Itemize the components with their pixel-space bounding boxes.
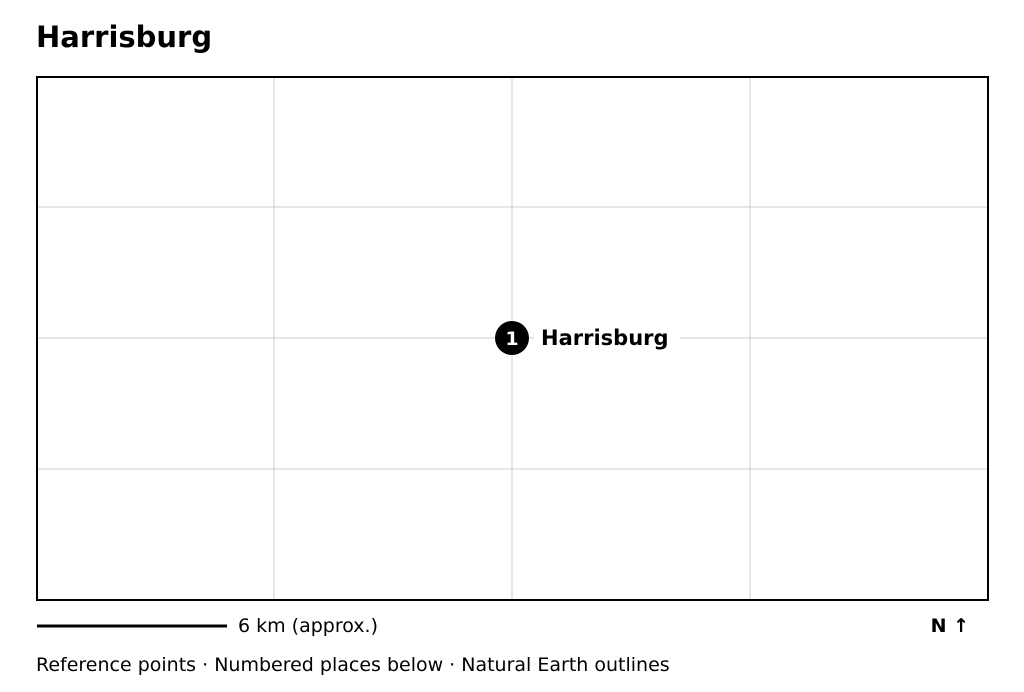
marker-number: 1 bbox=[505, 328, 518, 350]
label-halo bbox=[534, 324, 680, 352]
north-arrow: N ↑ bbox=[931, 615, 969, 637]
map-title: Harrisburg bbox=[36, 20, 212, 54]
map-frame bbox=[36, 76, 989, 601]
place-label: Harrisburg bbox=[541, 326, 669, 350]
marker-circle bbox=[495, 321, 529, 355]
footer-note: Reference points · Numbered places below… bbox=[36, 654, 670, 676]
place-marker: 1 Harrisburg bbox=[495, 321, 680, 355]
scale-label: 6 km (approx.) bbox=[238, 615, 378, 637]
